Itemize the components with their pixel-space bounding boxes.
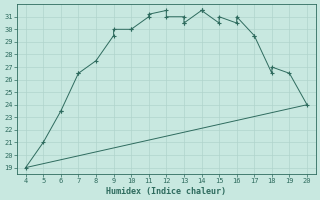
X-axis label: Humidex (Indice chaleur): Humidex (Indice chaleur): [106, 187, 226, 196]
